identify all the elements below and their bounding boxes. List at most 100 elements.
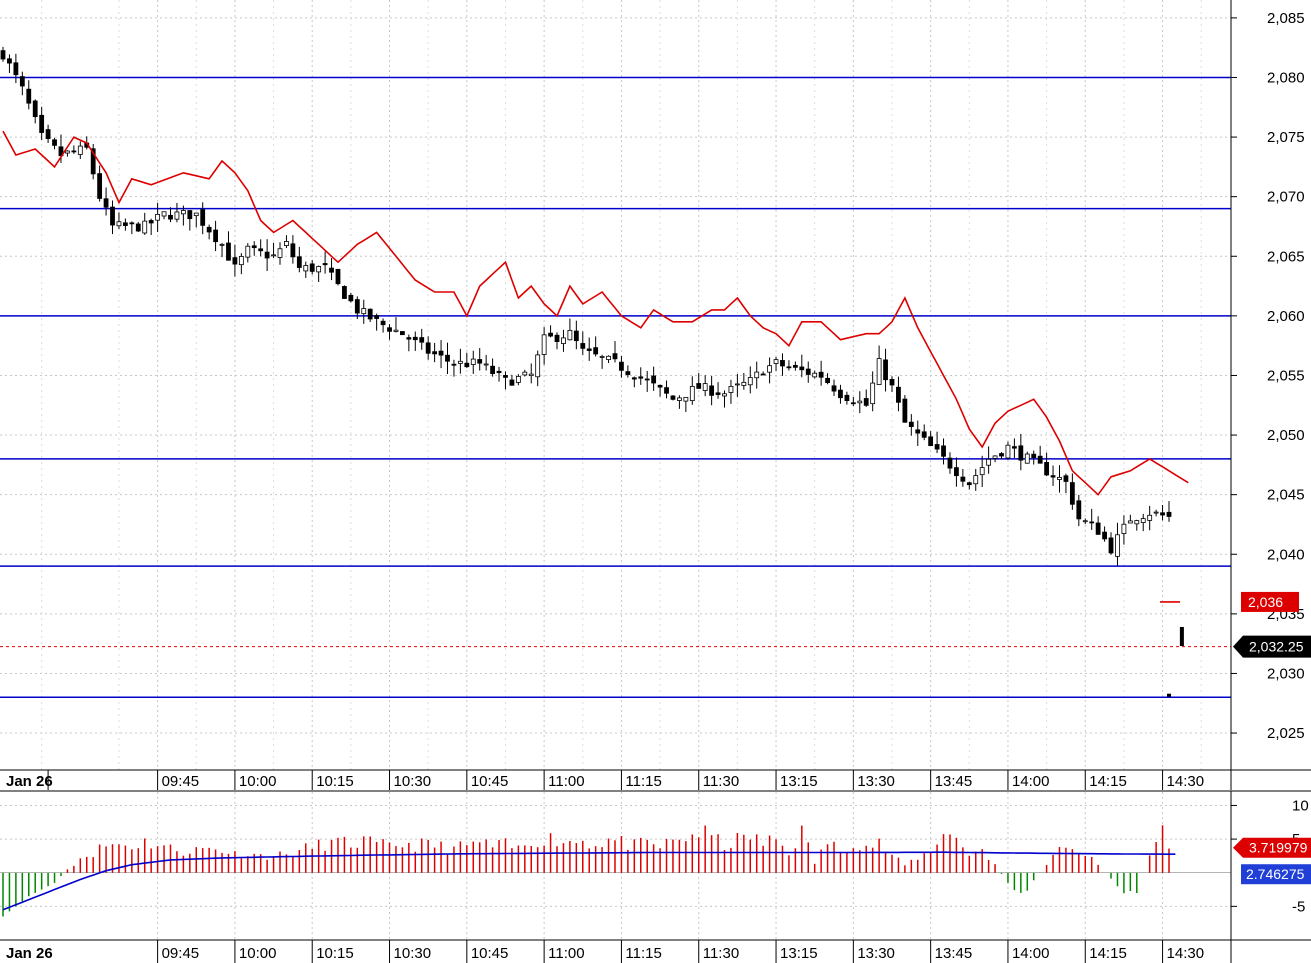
candle-down bbox=[0, 50, 6, 60]
candle-down bbox=[915, 429, 921, 434]
candle-up bbox=[245, 245, 251, 258]
close-value-badge: 2,032.25 bbox=[1233, 635, 1311, 658]
candle-up bbox=[303, 265, 309, 272]
candle-down bbox=[348, 294, 354, 302]
candle-up bbox=[702, 383, 708, 391]
candle-down bbox=[432, 351, 438, 355]
moving-average-line bbox=[2, 130, 1189, 496]
candle-up bbox=[155, 213, 161, 221]
price-y-axis[interactable]: 2,085 2,080 2,075 2,070 2,065 2,060 2,055 2,050… bbox=[1231, 10, 1305, 742]
candle-down bbox=[7, 58, 12, 64]
signal-value-text: 2.746275 bbox=[1246, 866, 1305, 882]
candle-down bbox=[251, 245, 257, 249]
candle-down bbox=[464, 362, 470, 368]
candle-down bbox=[168, 214, 173, 220]
price-x-tick-label: 10:15 bbox=[316, 773, 354, 790]
candle-down bbox=[1102, 531, 1107, 540]
candle-down bbox=[367, 308, 373, 320]
candle-down bbox=[896, 386, 901, 403]
price-x-tick-label: 11:15 bbox=[625, 773, 661, 790]
ma-value-text: 2,036 bbox=[1248, 594, 1283, 610]
candle-up bbox=[973, 475, 979, 485]
candle-down bbox=[258, 248, 264, 252]
candle-down bbox=[908, 421, 914, 427]
candle-down bbox=[374, 315, 380, 319]
candle-up bbox=[734, 383, 740, 386]
candle-down bbox=[657, 384, 663, 388]
candle-up bbox=[193, 212, 199, 217]
indicator-x-tick-label: 10:45 bbox=[471, 945, 509, 962]
candle-down bbox=[928, 436, 934, 446]
signal-line bbox=[2, 851, 1176, 911]
candle-up bbox=[1153, 511, 1159, 514]
candle-down bbox=[844, 394, 850, 402]
candle-up bbox=[992, 455, 998, 459]
candle-down bbox=[406, 337, 412, 340]
candle-down bbox=[664, 387, 669, 394]
candle-down bbox=[548, 332, 553, 337]
candle-down bbox=[831, 385, 837, 392]
indicator-date-label: Jan 26 bbox=[6, 945, 53, 962]
indicator-x-tick-label: 13:45 bbox=[935, 945, 973, 962]
candle-up bbox=[271, 254, 276, 257]
indicator-x-axis[interactable]: 09:45 10:00 10:15 10:30 10:45 11:00 11:15 11:30… bbox=[157, 940, 1204, 963]
candle-up bbox=[528, 373, 534, 377]
candle-up bbox=[689, 386, 695, 402]
candle-down bbox=[438, 350, 444, 356]
candle-down bbox=[97, 173, 103, 199]
candle-up bbox=[683, 396, 689, 402]
price-x-axis[interactable]: 09:45 10:00 10:15 10:30 10:45 11:00 11:15 11:30… bbox=[47, 770, 1204, 790]
candle-up bbox=[284, 241, 289, 246]
candle-up bbox=[174, 211, 180, 220]
candle-down bbox=[1018, 445, 1024, 461]
candle-down bbox=[580, 343, 586, 349]
candle-down bbox=[631, 377, 637, 380]
candle-down bbox=[335, 268, 341, 285]
candle-down bbox=[883, 359, 888, 381]
candle-down bbox=[644, 378, 650, 381]
ma-value-badge: 2,036 bbox=[1160, 591, 1299, 612]
price-x-tick-label: 13:15 bbox=[780, 773, 818, 790]
candle-down bbox=[1076, 500, 1082, 520]
candle-up bbox=[277, 248, 283, 258]
price-x-tick-label: 14:15 bbox=[1089, 773, 1127, 790]
candle-down bbox=[863, 398, 869, 406]
candle-down bbox=[941, 445, 946, 457]
indicator-x-tick-label: 09:45 bbox=[162, 945, 200, 962]
candle-down bbox=[103, 198, 109, 208]
candle-down bbox=[612, 353, 618, 360]
candle-down bbox=[45, 129, 51, 140]
candle-down bbox=[187, 210, 193, 220]
price-y-tick-label: 2,075 bbox=[1267, 129, 1305, 146]
price-y-tick-label: 2,065 bbox=[1267, 248, 1305, 265]
candle-down bbox=[26, 88, 32, 104]
candle-up bbox=[515, 375, 521, 383]
price-x-tick-label: 10:00 bbox=[239, 773, 277, 790]
candle-down bbox=[638, 376, 644, 379]
candle-down bbox=[1108, 537, 1114, 554]
price-x-tick-label: 10:30 bbox=[394, 773, 432, 790]
candle-marker bbox=[1167, 693, 1172, 697]
candle-up bbox=[65, 150, 70, 154]
price-grid bbox=[0, 0, 1231, 770]
candle-up bbox=[599, 356, 605, 358]
candle-down bbox=[412, 336, 418, 341]
candle-down bbox=[696, 383, 702, 389]
signal-value-badge: 2.746275 bbox=[1241, 864, 1311, 885]
indicator-panel: 105-5 09:4510:0010:1510:3010:4511:0011:1… bbox=[0, 791, 1311, 963]
candle-down bbox=[290, 243, 296, 258]
histogram-value-text: 3.719979 bbox=[1249, 840, 1308, 856]
candle-up bbox=[219, 243, 225, 246]
candle-down bbox=[651, 375, 657, 384]
candle-up bbox=[1121, 523, 1127, 534]
candle-down bbox=[400, 331, 405, 336]
candle-up bbox=[142, 220, 148, 234]
candle-down bbox=[296, 256, 302, 268]
candle-down bbox=[619, 361, 624, 371]
candles bbox=[0, 46, 1184, 697]
indicator-x-tick-label: 14:15 bbox=[1089, 945, 1127, 962]
price-date-label: Jan 26 bbox=[6, 773, 53, 790]
candle-down bbox=[39, 114, 45, 133]
candle-down bbox=[586, 348, 592, 351]
candle-up bbox=[238, 256, 244, 266]
